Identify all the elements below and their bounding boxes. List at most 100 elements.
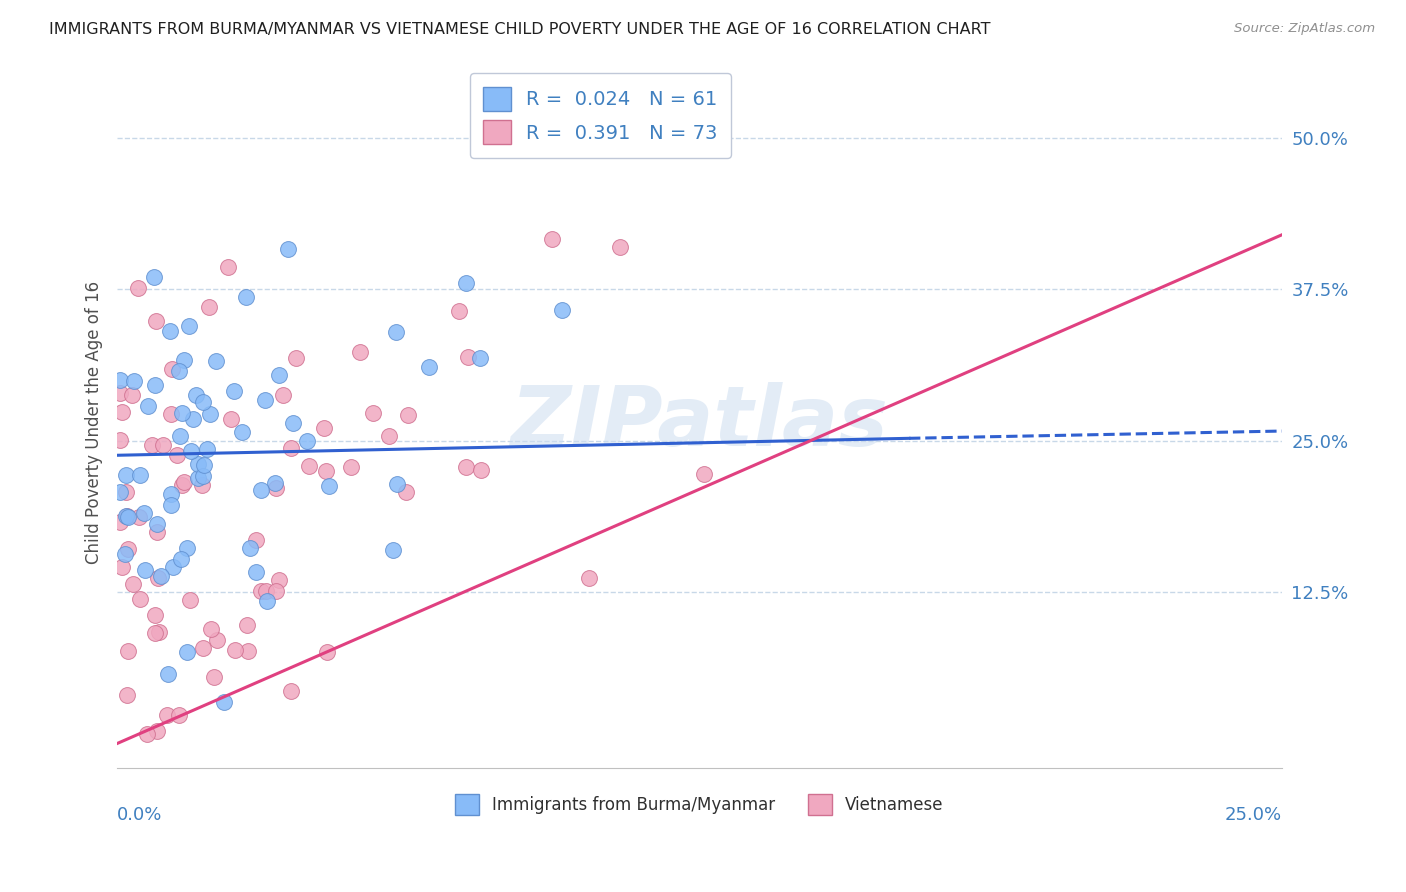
Point xyxy=(200,622,222,636)
Point xyxy=(134,563,156,577)
Point xyxy=(145,525,167,540)
Point xyxy=(217,260,239,275)
Point xyxy=(181,412,204,426)
Point xyxy=(108,373,131,387)
Point xyxy=(180,443,202,458)
Point xyxy=(198,407,221,421)
Text: 0.0%: 0.0% xyxy=(117,805,163,823)
Point xyxy=(447,304,470,318)
Point xyxy=(266,583,288,598)
Point xyxy=(254,393,277,408)
Point xyxy=(145,313,167,327)
Point xyxy=(143,608,166,623)
Point xyxy=(277,242,299,256)
Point xyxy=(205,353,228,368)
Point xyxy=(468,351,491,366)
Point xyxy=(267,368,290,383)
Point xyxy=(550,303,572,318)
Point xyxy=(382,542,405,557)
Point xyxy=(318,479,340,493)
Point xyxy=(160,499,183,513)
Point xyxy=(176,541,198,555)
Point xyxy=(235,290,257,304)
Point xyxy=(239,541,262,556)
Point xyxy=(609,240,631,254)
Point xyxy=(121,388,143,402)
Point xyxy=(578,571,600,585)
Point xyxy=(312,421,335,435)
Point xyxy=(295,434,318,448)
Point xyxy=(231,425,253,439)
Point xyxy=(190,477,212,491)
Point xyxy=(224,384,246,398)
Point xyxy=(108,484,131,499)
Point xyxy=(193,468,215,483)
Text: Source: ZipAtlas.com: Source: ZipAtlas.com xyxy=(1234,22,1375,36)
Point xyxy=(156,667,179,681)
Point xyxy=(263,475,285,490)
Point xyxy=(148,625,170,640)
Text: 25.0%: 25.0% xyxy=(1225,805,1282,823)
Point xyxy=(236,618,259,632)
Point xyxy=(184,387,207,401)
Point xyxy=(340,460,363,475)
Point xyxy=(522,107,544,121)
Point xyxy=(692,467,714,481)
Point xyxy=(197,300,219,314)
Point xyxy=(129,467,152,482)
Point xyxy=(160,408,183,422)
Point xyxy=(170,406,193,420)
Point xyxy=(115,508,138,523)
Point xyxy=(173,353,195,368)
Point xyxy=(193,458,215,472)
Point xyxy=(160,362,183,376)
Point xyxy=(349,345,371,359)
Point xyxy=(273,388,295,402)
Point xyxy=(187,471,209,485)
Point xyxy=(456,276,478,290)
Point xyxy=(146,723,169,738)
Point xyxy=(202,670,225,684)
Point xyxy=(150,569,173,583)
Point xyxy=(170,551,193,566)
Point xyxy=(115,508,138,523)
Point xyxy=(195,442,218,456)
Point xyxy=(159,324,181,338)
Point xyxy=(141,438,163,452)
Point xyxy=(266,482,288,496)
Point xyxy=(395,485,418,500)
Point xyxy=(176,645,198,659)
Point xyxy=(457,350,479,364)
Text: IMMIGRANTS FROM BURMA/MYANMAR VS VIETNAMESE CHILD POVERTY UNDER THE AGE OF 16 CO: IMMIGRANTS FROM BURMA/MYANMAR VS VIETNAM… xyxy=(49,22,991,37)
Point xyxy=(245,533,267,547)
Point xyxy=(269,573,291,587)
Point xyxy=(172,477,194,491)
Y-axis label: Child Poverty Under the Age of 16: Child Poverty Under the Age of 16 xyxy=(86,281,103,564)
Point xyxy=(115,467,138,482)
Point xyxy=(256,593,278,607)
Point xyxy=(385,477,408,491)
Point xyxy=(224,642,246,657)
Point xyxy=(298,459,321,474)
Point xyxy=(143,626,166,640)
Point xyxy=(256,584,278,599)
Point xyxy=(456,460,478,475)
Point xyxy=(280,683,302,698)
Point xyxy=(378,429,401,443)
Point xyxy=(250,483,273,497)
Point xyxy=(245,565,267,579)
Point xyxy=(122,374,145,388)
Point xyxy=(129,591,152,606)
Point xyxy=(177,319,200,334)
Point xyxy=(396,408,419,422)
Point xyxy=(316,645,339,659)
Point xyxy=(135,726,157,740)
Point xyxy=(169,429,191,443)
Point xyxy=(127,280,149,294)
Point xyxy=(179,592,201,607)
Point xyxy=(114,485,136,500)
Point xyxy=(212,695,235,709)
Point xyxy=(152,438,174,452)
Point xyxy=(162,559,184,574)
Point xyxy=(136,399,159,413)
